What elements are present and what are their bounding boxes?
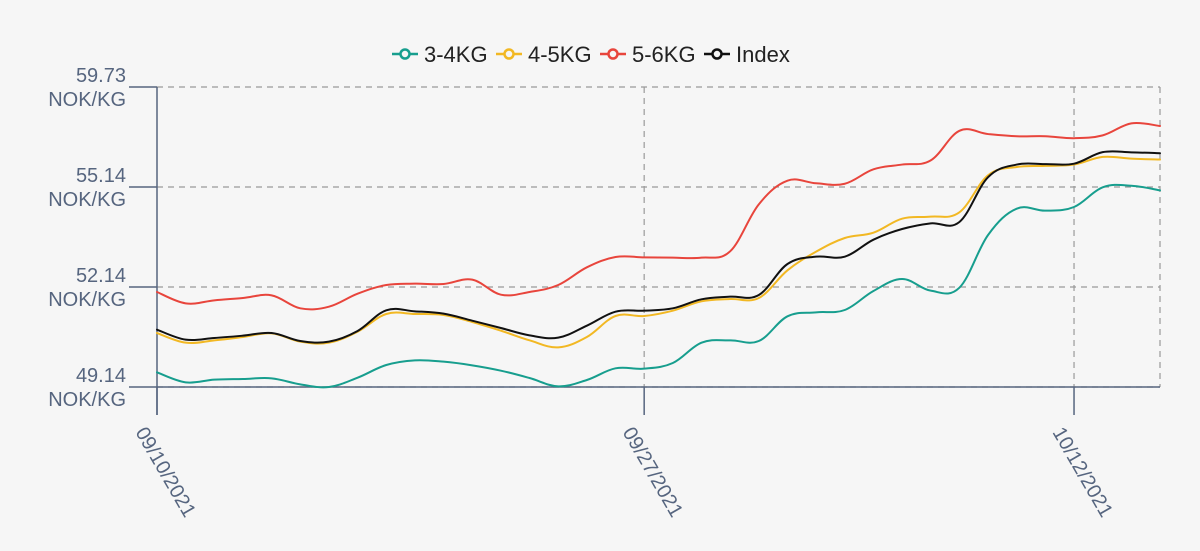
y-tick-unit: NOK/KG	[48, 389, 126, 411]
legend-circle-icon	[711, 48, 723, 60]
legend-circle-icon	[607, 48, 619, 60]
y-tick-label: 49.14	[76, 365, 126, 387]
series-line-4-5kg	[156, 155, 1161, 349]
y-tick-unit: NOK/KG	[48, 89, 126, 111]
series-line-5-6kg	[156, 121, 1161, 311]
legend-label: Index	[736, 42, 790, 67]
x-tick-label: 09/10/2021	[131, 424, 200, 522]
series-line-index	[156, 150, 1161, 344]
y-tick-label: 59.73	[76, 65, 126, 87]
legend-circle-icon	[503, 48, 515, 60]
legend-label: 5-6KG	[632, 42, 696, 67]
legend-item-3-4kg[interactable]: 3-4KG	[392, 42, 488, 67]
legend-item-4-5kg[interactable]: 4-5KG	[496, 42, 592, 67]
legend[interactable]: 3-4KG 4-5KG 5-6KG Index	[392, 42, 790, 67]
legend-label: 4-5KG	[528, 42, 592, 67]
legend-item-5-6kg[interactable]: 5-6KG	[600, 42, 696, 67]
series-line-3-4kg	[156, 183, 1161, 389]
legend-item-index[interactable]: Index	[704, 42, 790, 67]
legend-label: 3-4KG	[424, 42, 488, 67]
x-tick-label: 10/12/2021	[1048, 424, 1117, 522]
x-tick-label: 09/27/2021	[618, 424, 687, 522]
legend-circle-icon	[399, 48, 411, 60]
axes: 49.14NOK/KG52.14NOK/KG55.14NOK/KG59.73NO…	[48, 65, 1160, 521]
y-tick-unit: NOK/KG	[48, 189, 126, 211]
y-tick-label: 55.14	[76, 165, 126, 187]
y-tick-label: 52.14	[76, 265, 126, 287]
series-lines	[156, 121, 1161, 389]
y-tick-unit: NOK/KG	[48, 289, 126, 311]
